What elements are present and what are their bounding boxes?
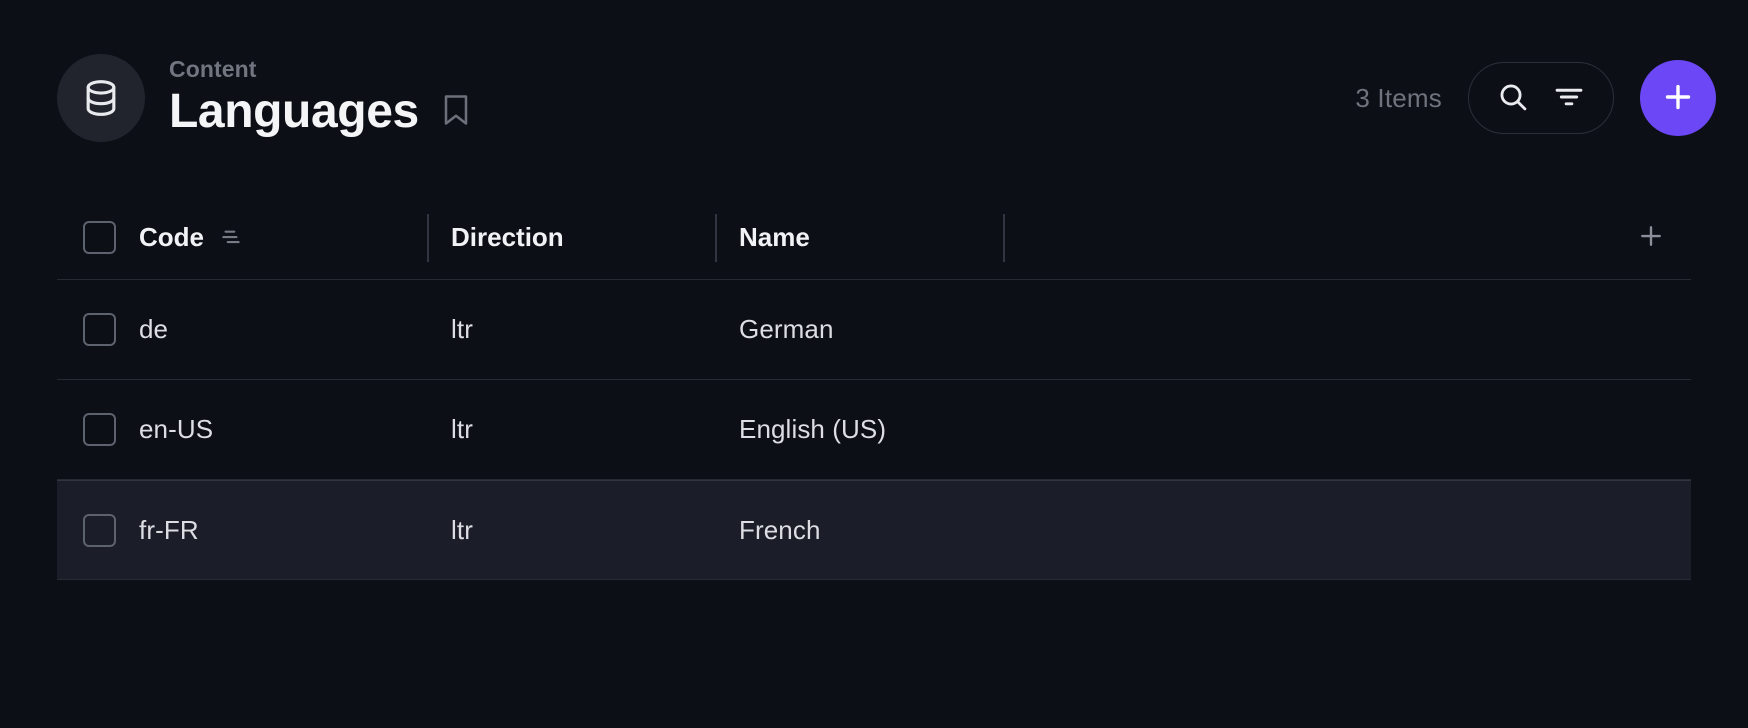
toolbar-pill (1468, 62, 1614, 134)
row-checkbox[interactable] (83, 513, 116, 547)
add-item-button[interactable] (1640, 60, 1716, 136)
column-header-label: Direction (451, 222, 564, 252)
select-all-cell (57, 221, 139, 254)
title-row: Languages (169, 84, 473, 139)
plus-icon (1661, 80, 1695, 117)
column-header-label: Code (139, 222, 204, 252)
page-header: Content Languages 3 Items (0, 0, 1748, 196)
header-actions: 3 Items (1355, 60, 1716, 136)
column-header-code[interactable]: Code (139, 196, 451, 280)
table-row[interactable]: fr-FR ltr French (57, 480, 1691, 580)
cell-name: French (739, 514, 821, 545)
cell-direction: ltr (451, 514, 473, 545)
header-left: Content Languages (57, 54, 473, 142)
filter-button[interactable] (1551, 80, 1587, 116)
add-column-button[interactable] (1633, 220, 1669, 256)
table-header-row: Code Direction (57, 196, 1691, 280)
select-all-checkbox[interactable] (83, 221, 116, 254)
search-icon (1496, 80, 1530, 117)
title-block: Content Languages (169, 55, 473, 139)
table-row[interactable]: de ltr German (57, 280, 1691, 380)
cell-name: English (US) (739, 414, 887, 444)
row-select-cell (57, 513, 139, 547)
row-select-cell (57, 413, 139, 446)
cell-code: fr-FR (139, 514, 199, 545)
sort-button[interactable] (218, 223, 244, 252)
filter-icon (1552, 80, 1586, 117)
cell-direction: ltr (451, 414, 473, 444)
cell-code: de (139, 314, 169, 344)
breadcrumb: Content (169, 55, 257, 82)
item-count: 3 Items (1355, 82, 1442, 113)
column-header-spacer (1003, 196, 1691, 280)
column-header-label: Name (739, 222, 810, 252)
table-row[interactable]: en-US ltr English (US) (57, 380, 1691, 480)
page-title: Languages (169, 85, 419, 139)
sort-icon (218, 223, 244, 252)
row-checkbox[interactable] (83, 413, 116, 446)
plus-icon (1636, 221, 1666, 254)
cell-name: German (739, 314, 834, 344)
bookmark-icon (441, 92, 471, 131)
row-checkbox[interactable] (83, 313, 116, 346)
column-header-name[interactable]: Name (715, 196, 1027, 280)
column-header-direction[interactable]: Direction (427, 196, 739, 280)
cell-code: en-US (139, 414, 214, 444)
database-icon (79, 76, 123, 120)
search-button[interactable] (1495, 80, 1531, 116)
entity-avatar (57, 54, 145, 142)
bookmark-button[interactable] (439, 92, 473, 132)
data-table: Code Direction (57, 196, 1691, 580)
cell-direction: ltr (451, 314, 473, 344)
row-select-cell (57, 313, 139, 346)
